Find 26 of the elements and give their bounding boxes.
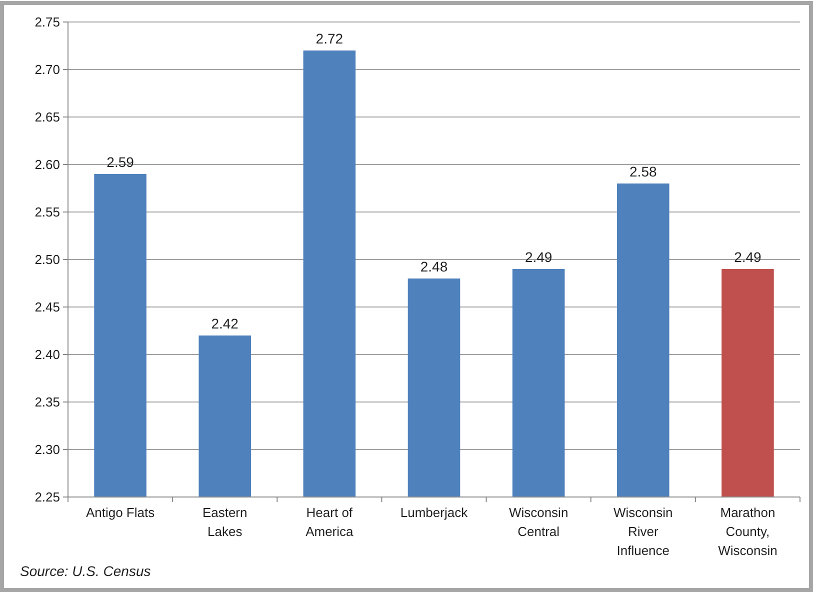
data-label: 2.49 [524,249,552,265]
x-tick-label: Lumberjack [400,505,468,520]
x-tick-label: Marathon County, Wisconsin [718,505,778,558]
x-tick-label: Eastern Lakes [202,505,248,539]
data-label: 2.72 [316,30,344,46]
y-tick-label: 2.65 [34,110,60,125]
y-tick-label: 2.30 [34,442,60,458]
x-tick-label: Heart of America [306,505,354,539]
data-label: 2.42 [211,316,239,332]
y-tick-label: 2.40 [34,347,60,362]
y-tick-label: 2.70 [34,62,60,78]
y-tick-label: 2.35 [34,394,60,410]
x-tick-label: Antigo Flats [86,505,156,520]
y-tick-label: 2.55 [34,204,60,220]
y-tick-label: 2.50 [34,252,60,268]
y-tick-label: 2.45 [34,300,60,315]
data-label: 2.58 [630,164,657,180]
data-label: 2.59 [106,154,134,170]
source-note: Source: U.S. Census [20,563,151,579]
y-tick-label: 2.25 [34,490,60,505]
y-tick-label: 2.75 [34,14,60,30]
data-label: 2.48 [420,258,448,274]
x-tick-label: Wisconsin Central [508,505,568,539]
x-tick-label: Wisconsin River Influence [614,505,673,558]
y-tick-label: 2.60 [34,157,60,172]
data-label: 2.49 [734,249,762,265]
